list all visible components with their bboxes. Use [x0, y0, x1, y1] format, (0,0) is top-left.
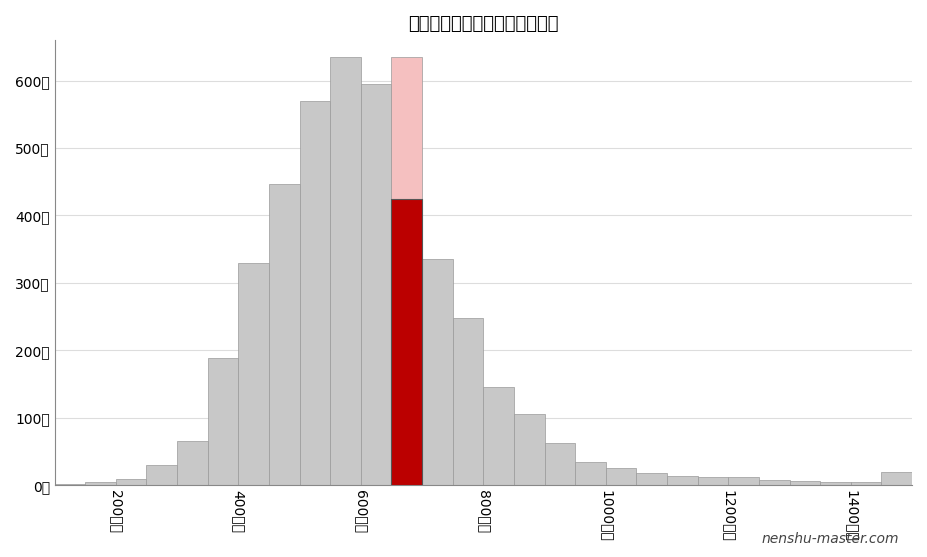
Bar [177, 442, 208, 485]
Bar [605, 468, 637, 485]
Text: nenshu-master.com: nenshu-master.com [762, 532, 899, 546]
Bar [361, 84, 391, 485]
Bar [55, 484, 85, 485]
Bar [116, 478, 146, 485]
Bar [637, 473, 667, 485]
Bar [575, 462, 605, 485]
Bar [146, 465, 177, 485]
Bar [882, 472, 912, 485]
Bar [208, 359, 238, 485]
Bar [391, 199, 422, 485]
Bar [422, 260, 452, 485]
Bar [299, 101, 330, 485]
Bar [330, 57, 361, 485]
Bar [729, 477, 759, 485]
Bar [759, 480, 790, 485]
Bar [820, 482, 851, 485]
Bar [544, 443, 575, 485]
Bar [269, 184, 299, 485]
Bar [667, 476, 698, 485]
Bar [85, 482, 116, 485]
Title: 極東開発工業の年収ポジション: 極東開発工業の年収ポジション [408, 15, 559, 33]
Bar [238, 263, 269, 485]
Bar [514, 414, 544, 485]
Bar [452, 318, 483, 485]
Bar [698, 477, 729, 485]
Bar [483, 388, 514, 485]
Bar [391, 57, 422, 485]
Bar [851, 482, 882, 485]
Bar [790, 481, 820, 485]
